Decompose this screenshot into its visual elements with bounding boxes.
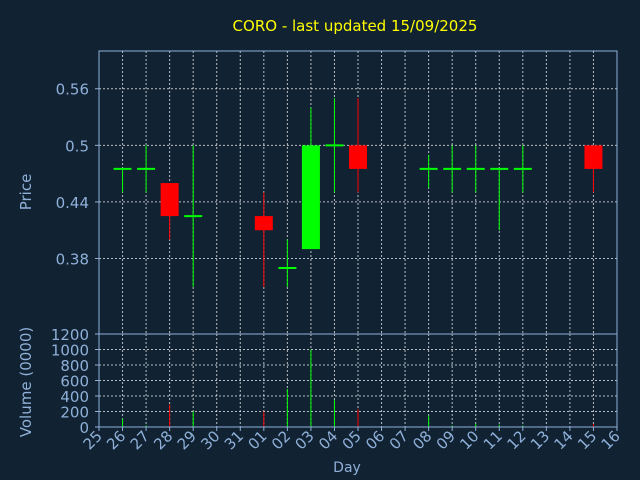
candle-body: [254, 216, 273, 231]
price-tick-label: 0.5: [65, 137, 89, 155]
price-tick-label: 0.44: [56, 194, 89, 212]
candle-body: [584, 145, 603, 169]
candle-body: [301, 145, 320, 250]
volume-tick-label: 0: [79, 419, 89, 437]
volume-tick-label: 600: [60, 373, 89, 391]
price-tick-label: 0.56: [56, 81, 89, 99]
day-axis-label: Day: [333, 460, 361, 476]
volume-tick-label: 200: [60, 404, 89, 422]
price-panel: 0.38 0.44 0.5 0.56: [56, 50, 618, 335]
volume-axis-label: Volume (0000): [17, 327, 35, 437]
candle-body: [349, 145, 367, 169]
price-tick-label: 0.38: [56, 251, 89, 269]
price-axis-label: Price: [17, 174, 35, 211]
volume-tick-label: 800: [60, 357, 89, 375]
volume-tick-label: 1000: [51, 342, 89, 360]
chart-title: CORO - last updated 15/09/2025: [233, 17, 478, 35]
volume-tick-label: 400: [60, 388, 89, 406]
candle-body: [160, 183, 179, 217]
volume-tick-label: 1200: [51, 326, 89, 344]
